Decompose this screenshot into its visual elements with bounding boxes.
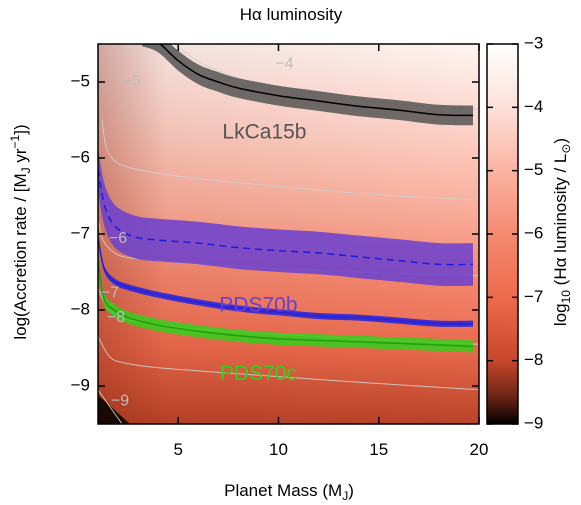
series-band (98, 234, 473, 327)
colorbar-tick-label: −8 (524, 350, 543, 369)
contour-label: −8 (107, 309, 125, 326)
x-tick-label: 15 (369, 440, 388, 459)
series-band (142, 44, 473, 126)
y-tick-label: −6 (71, 147, 90, 166)
x-axis-ticks: 5 10 15 20 (173, 44, 488, 459)
chart-title: Hα luminosity (240, 5, 343, 24)
series-band (98, 254, 473, 353)
series-label: PDS70c (220, 362, 297, 385)
colorbar-label: log10 (Hα luminosity / L⊙) (551, 138, 573, 326)
y-tick-label: −9 (71, 375, 90, 394)
y-tick-label: −8 (71, 299, 90, 318)
x-tick-label: 10 (269, 440, 288, 459)
contour-line (98, 389, 123, 424)
series-line (98, 260, 474, 348)
y-tick-label: −5 (71, 71, 90, 90)
x-tick-label: 5 (173, 440, 182, 459)
series-line (98, 237, 474, 325)
series-label: LkCa15b (222, 120, 306, 143)
y-axis-label: log(Accretion rate / [MJ yr−1]) (8, 124, 33, 339)
y-tick-label: −7 (71, 223, 90, 242)
colorbar-tick-label: −3 (524, 33, 543, 52)
contour-label: −6 (109, 230, 127, 247)
colorbar-tick-label: −5 (524, 160, 543, 179)
plot-area: −4 −5 −6 −7 −8 −9 (98, 44, 479, 424)
colorbar-tick-label: −6 (524, 223, 543, 242)
contour-labels: −4 −5 −6 −7 −8 −9 (101, 56, 294, 410)
y-axis-ticks: −5 −6 −7 −8 −9 (71, 71, 479, 394)
heatmap-dark-corner (98, 395, 130, 424)
contour-label: −7 (101, 284, 119, 301)
contour-label: −5 (123, 73, 141, 90)
contour-label: −9 (111, 392, 129, 409)
colorbar-tick-label: −7 (524, 287, 543, 306)
colorbar-tick-label: −9 (524, 413, 543, 432)
series-bands (98, 44, 474, 353)
colorbar-tick-label: −4 (524, 97, 543, 116)
x-axis-label: Planet Mass (MJ) (224, 481, 354, 503)
series-line (158, 44, 474, 117)
series-label: PDS70b (219, 294, 297, 317)
contour-line (98, 336, 479, 391)
series-labels: LkCa15b PDS70b PDS70c (219, 120, 306, 385)
x-tick-label: 20 (470, 440, 489, 459)
contour-label: −4 (275, 56, 293, 73)
series-band (98, 148, 473, 286)
colorbar-ticks: −3 −4 −5 −6 −7 −8 −9 (487, 33, 543, 432)
contour-line (101, 119, 479, 201)
